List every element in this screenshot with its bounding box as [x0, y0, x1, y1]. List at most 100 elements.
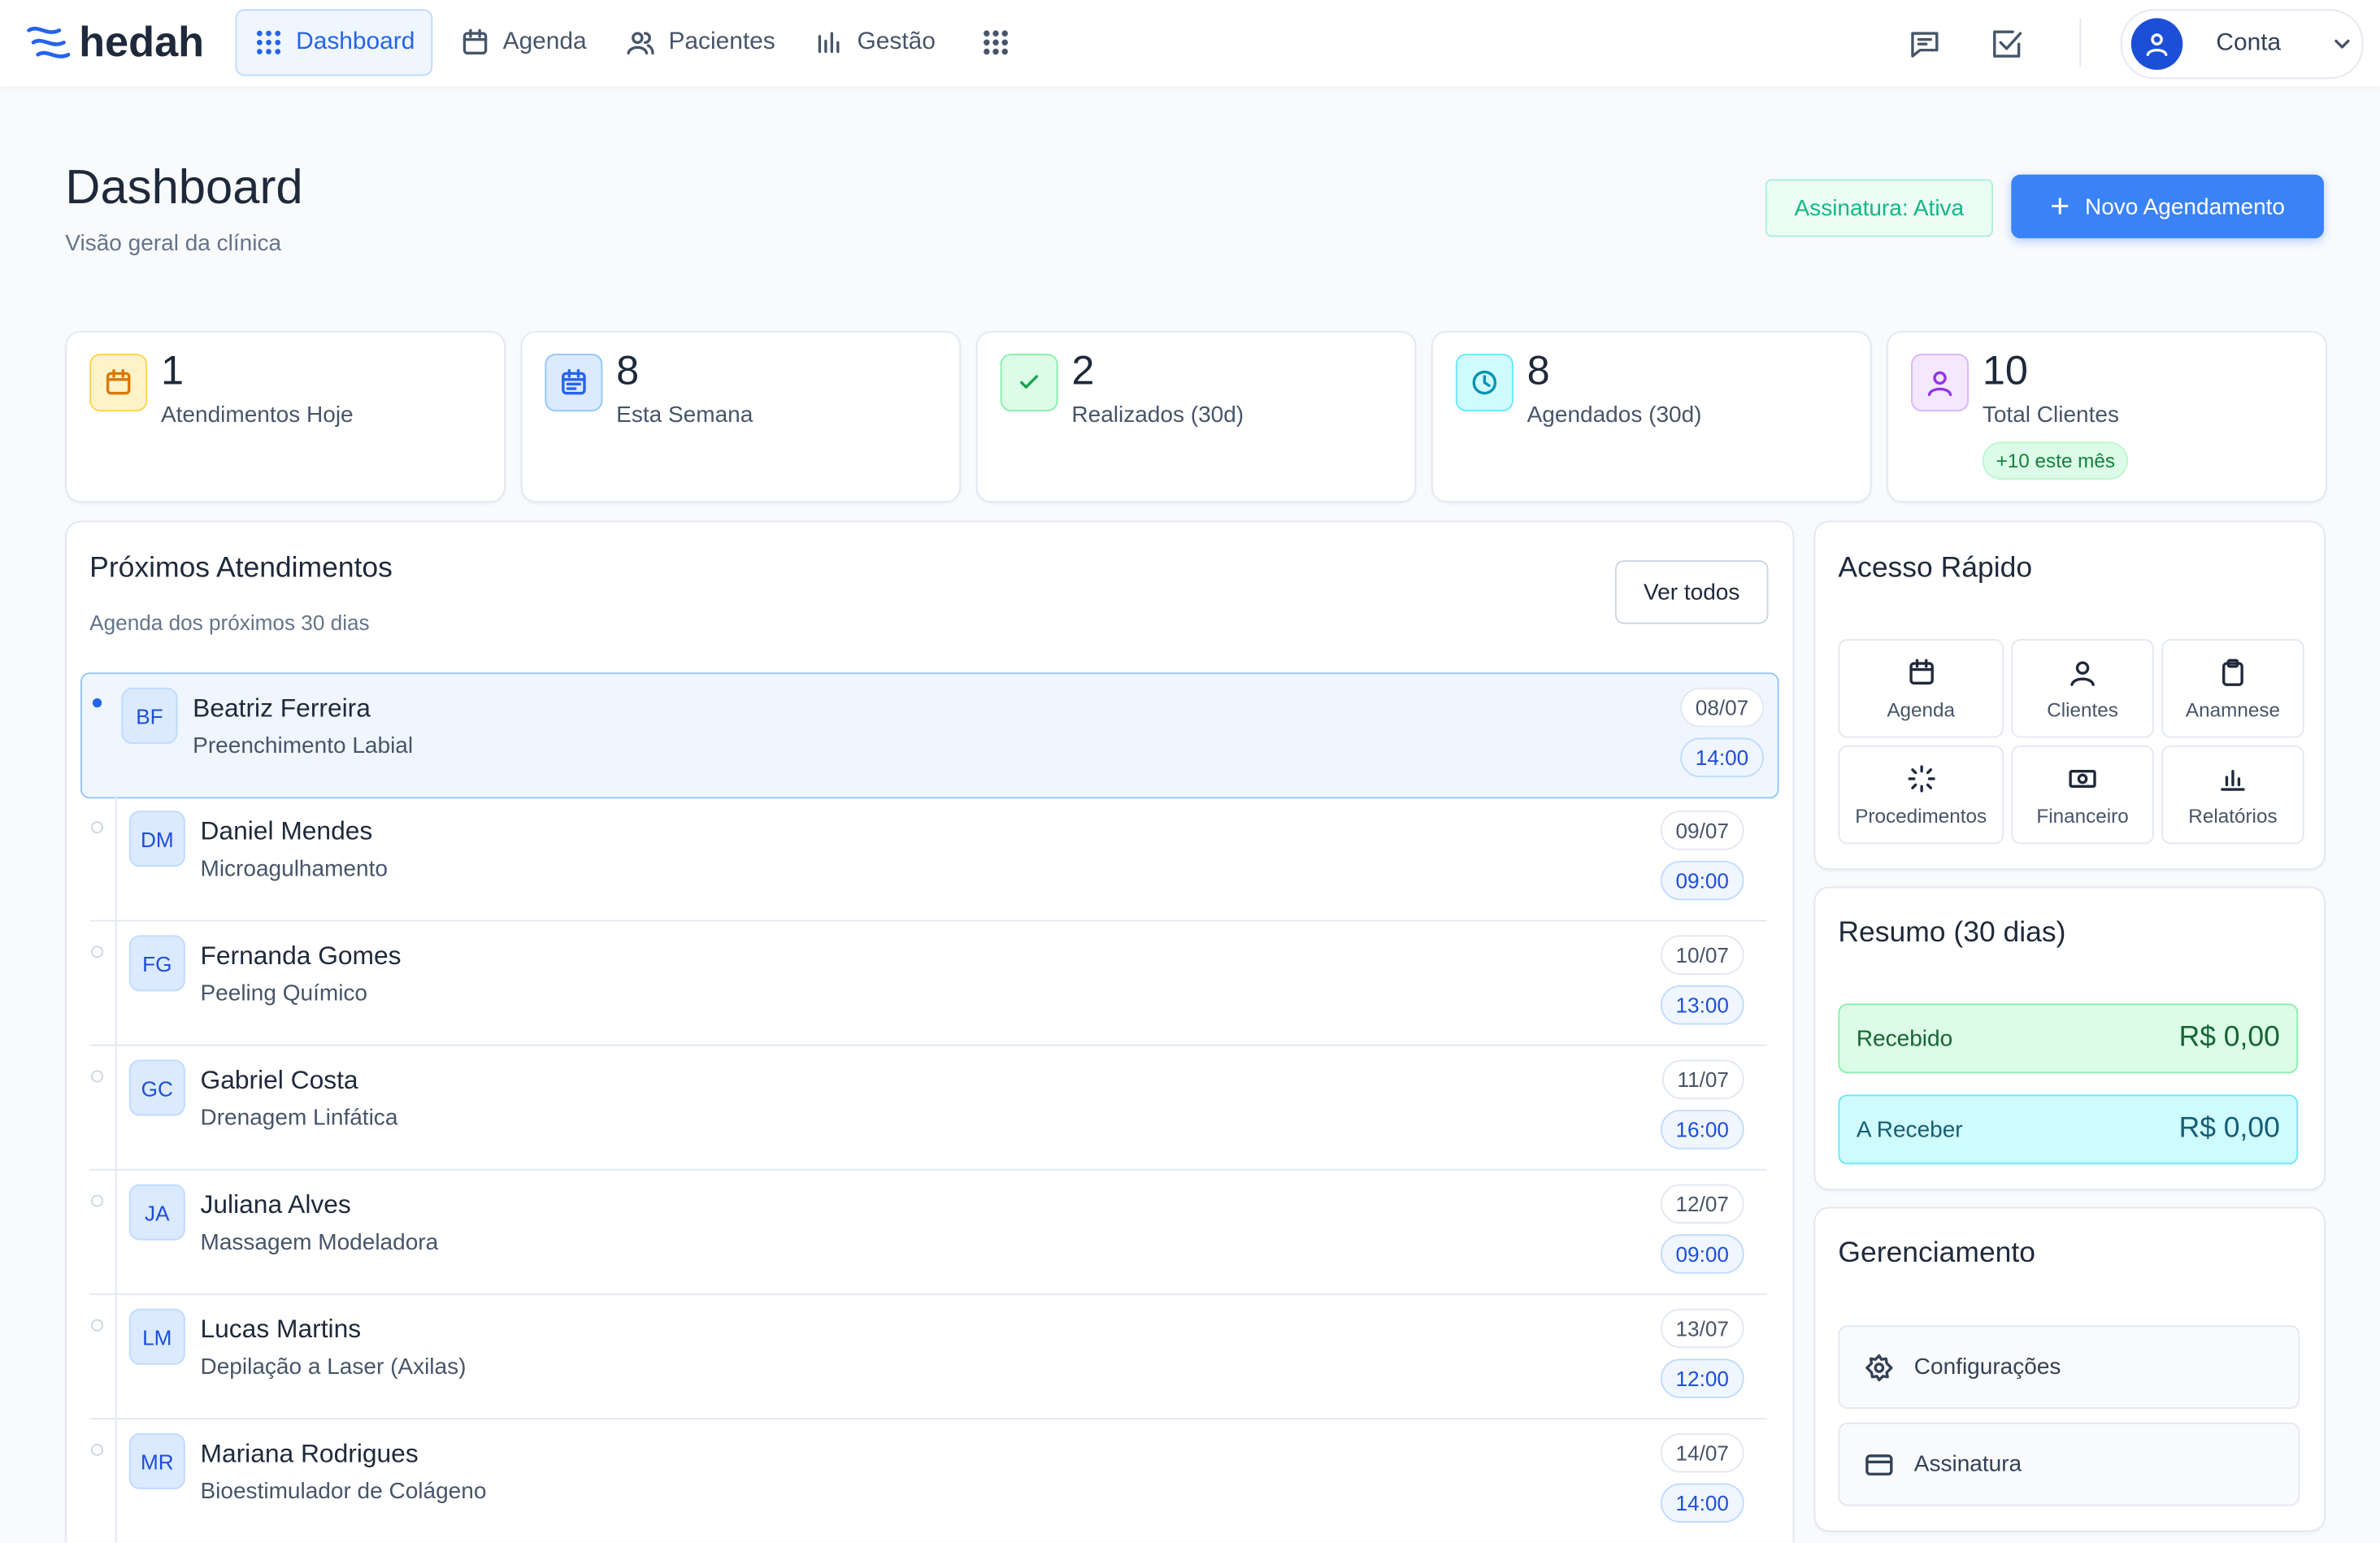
appointment-row[interactable]: GC Gabriel Costa Drenagem Linfática 11/07 16…: [89, 1045, 1767, 1171]
summary-card: Resumo (30 dias) Recebido R$ 0,00 A Recebe…: [1813, 886, 2326, 1191]
summary-row: A Receber R$ 0,00: [1838, 1094, 2299, 1165]
appointment-row[interactable]: FG Fernanda Gomes Peeling Químico 10/07 13:0…: [89, 921, 1767, 1046]
timeline-line: [115, 1045, 117, 1171]
stat-badge: +10 este mês: [1982, 441, 2129, 480]
timeline-line: [115, 797, 117, 922]
nav-item[interactable]: Pacientes: [614, 9, 787, 76]
management-card: Gerenciamento Configurações Assinatura: [1813, 1206, 2326, 1532]
service-name: Massagem Modeladora: [200, 1229, 439, 1256]
icon: [2217, 657, 2248, 687]
date-pill: 09/07: [1660, 811, 1744, 850]
patient-name: Juliana Alves: [200, 1190, 351, 1219]
brand[interactable]: hedah: [79, 18, 205, 66]
time-pill: 09:00: [1660, 860, 1744, 901]
quick-access-item[interactable]: Relatórios: [2161, 745, 2304, 845]
quick-access-item[interactable]: Clientes: [2011, 639, 2154, 738]
stat-label: Realizados (30d): [1071, 402, 1244, 428]
timeline-dot: [91, 1319, 103, 1332]
summary-label: A Receber: [1856, 1116, 1963, 1143]
appointment-row[interactable]: BF Beatriz Ferreira Preenchimento Labial 08…: [80, 672, 1779, 799]
icon: [626, 28, 656, 58]
page-title: Dashboard: [65, 159, 303, 215]
messages-icon[interactable]: [1908, 28, 1941, 61]
time-pill: 12:00: [1660, 1358, 1744, 1398]
management-item[interactable]: Assinatura: [1838, 1422, 2300, 1506]
apps-icon[interactable]: [980, 28, 1010, 58]
quick-access-item[interactable]: Anamnese: [2161, 639, 2304, 738]
management-item[interactable]: Configurações: [1838, 1325, 2300, 1409]
nav-item[interactable]: Dashboard: [235, 9, 433, 76]
quick-access-item[interactable]: Agenda: [1838, 639, 2004, 738]
stat-value: 8: [616, 347, 640, 393]
quick-access-label: Anamnese: [2185, 698, 2280, 721]
avatar: JA: [128, 1184, 185, 1241]
date-pill: 08/07: [1680, 687, 1764, 728]
view-all-button[interactable]: Ver todos: [1614, 560, 1769, 624]
account-button[interactable]: Conta: [2120, 9, 2364, 80]
timeline-dot: [91, 1443, 103, 1456]
appointment-row[interactable]: LM Lucas Martins Depilação a Laser (Axilas…: [89, 1294, 1767, 1420]
icon: [1000, 354, 1058, 412]
date-pill: 13/07: [1660, 1308, 1744, 1349]
quick-access-item[interactable]: Procedimentos: [1838, 745, 2004, 845]
nav-items: Dashboard Agenda Pacientes Gestão: [235, 9, 947, 76]
date-pill: 12/07: [1660, 1184, 1744, 1224]
avatar: GC: [128, 1059, 185, 1116]
nav-label: Agenda: [502, 28, 587, 55]
appointment-row[interactable]: MR Mariana Rodrigues Bioestimulador de Col…: [89, 1419, 1766, 1543]
divider: [2079, 18, 2082, 67]
status-badge: Assinatura: Ativa: [1765, 179, 1993, 237]
time-pill: 09:00: [1660, 1234, 1744, 1274]
service-name: Preenchimento Labial: [193, 732, 414, 759]
quick-access-label: Relatórios: [2188, 803, 2278, 827]
nav-item[interactable]: Agenda: [448, 9, 598, 76]
tasks-icon[interactable]: [1990, 28, 2023, 61]
appointment-row[interactable]: JA Juliana Alves Massagem Modeladora 12/07 0…: [89, 1170, 1767, 1295]
icon: [1455, 354, 1514, 412]
icon: [2067, 763, 2097, 793]
time-pill: 16:00: [1660, 1110, 1744, 1150]
icon: [1864, 1352, 1894, 1382]
appointments-subtitle: Agenda dos próximos 30 dias: [89, 610, 370, 635]
avatar: DM: [128, 811, 185, 867]
icon: [254, 28, 284, 58]
new-appointment-button[interactable]: + Novo Agendamento: [2011, 174, 2324, 239]
stat-label: Esta Semana: [616, 402, 754, 428]
timeline-dot: [91, 821, 103, 834]
service-name: Peeling Químico: [200, 980, 368, 1007]
icon: [2067, 657, 2097, 687]
appointment-row[interactable]: DM Daniel Mendes Microagulhamento 09/07 09:0…: [89, 797, 1767, 922]
patient-name: Gabriel Costa: [200, 1065, 358, 1095]
stat-label: Total Clientes: [1982, 402, 2119, 428]
time-pill: 14:00: [1680, 737, 1764, 778]
new-appointment-label: Novo Agendamento: [2084, 193, 2286, 219]
patient-name: Lucas Martins: [200, 1315, 362, 1344]
summary-value: R$ 0,00: [2178, 1021, 2280, 1054]
timeline-dot: [92, 698, 102, 708]
stat-card: 8 Esta Semana: [520, 331, 962, 503]
service-name: Microagulhamento: [200, 856, 388, 882]
quick-access-item[interactable]: Financeiro: [2011, 745, 2154, 845]
icon: [1906, 657, 1936, 687]
avatar: BF: [121, 687, 178, 745]
stat-value: 10: [1982, 347, 2028, 393]
icon: [545, 354, 603, 412]
nav-item[interactable]: Gestão: [802, 9, 948, 76]
patient-name: Mariana Rodrigues: [200, 1439, 419, 1468]
timeline-dot: [91, 1194, 103, 1207]
plus-icon: +: [2050, 186, 2070, 225]
stat-label: Atendimentos Hoje: [160, 402, 354, 428]
timeline-dot: [91, 945, 103, 958]
summary-label: Recebido: [1856, 1025, 1953, 1052]
avatar: FG: [128, 935, 185, 992]
date-pill: 14/07: [1660, 1432, 1744, 1473]
management-label: Assinatura: [1913, 1451, 2022, 1477]
summary-title: Resumo (30 dias): [1838, 916, 2066, 950]
stat-card: 2 Realizados (30d): [975, 331, 1417, 503]
icon: [1911, 354, 1970, 412]
stat-card: 8 Agendados (30d): [1431, 331, 1872, 503]
nav-label: Gestão: [857, 28, 936, 55]
icon: [1864, 1449, 1894, 1479]
quick-access-card: Acesso Rápido Agenda Clientes Anamnese Proc…: [1813, 520, 2326, 871]
